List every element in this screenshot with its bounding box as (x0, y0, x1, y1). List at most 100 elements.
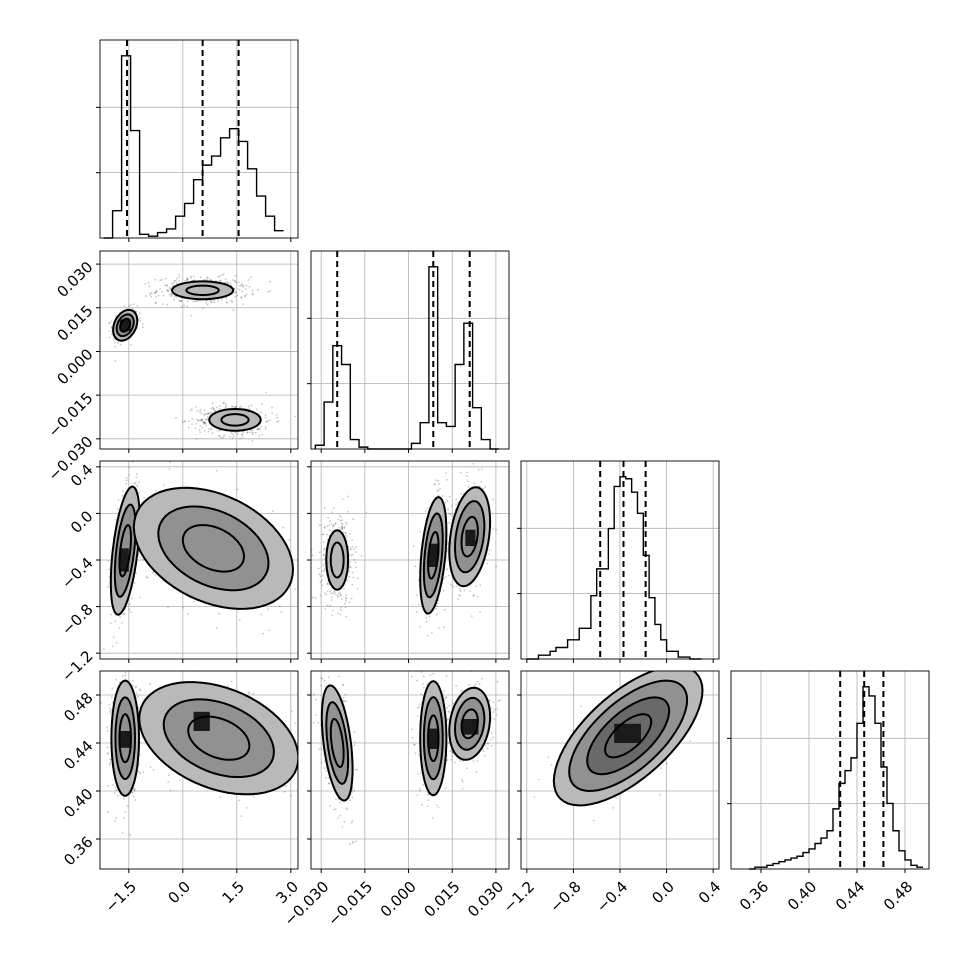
sample-point (138, 317, 141, 320)
sample-point (488, 553, 490, 555)
sample-point (195, 406, 198, 408)
sample-point (178, 280, 181, 283)
density-fill (326, 530, 349, 590)
sample-point (136, 473, 138, 476)
sample-point (267, 420, 269, 422)
sample-point (294, 722, 297, 724)
sample-point (170, 295, 173, 298)
sample-point (210, 427, 213, 430)
sample-point (132, 303, 135, 306)
sample-point (341, 527, 344, 530)
sample-point (459, 588, 462, 590)
sample-point (115, 678, 117, 681)
sample-point (109, 712, 112, 714)
sample-point (251, 433, 254, 436)
sample-point (459, 471, 462, 474)
sample-point (193, 600, 195, 603)
sample-point (215, 627, 218, 630)
sample-point (163, 484, 166, 486)
sample-point (199, 431, 202, 434)
sample-point (139, 771, 141, 774)
density-peak (119, 731, 131, 748)
sample-point (439, 488, 441, 490)
sample-point (266, 420, 268, 422)
sample-point (241, 433, 244, 436)
sample-point (112, 337, 115, 340)
sample-point (345, 599, 347, 602)
contour-line (132, 486, 295, 610)
sample-point (156, 290, 158, 292)
sample-point (455, 503, 457, 506)
sample-point (198, 419, 200, 421)
sample-point (116, 794, 119, 797)
sample-point (354, 551, 357, 553)
sample-point (241, 433, 243, 436)
sample-point (205, 424, 208, 427)
sample-point (234, 291, 237, 294)
sample-point (351, 545, 354, 548)
sample-point (203, 421, 206, 424)
sample-point (114, 314, 117, 317)
sample-point (171, 282, 173, 285)
sample-point (205, 302, 208, 304)
sample-point (261, 403, 263, 405)
sample-point (492, 527, 495, 530)
sample-point (427, 634, 429, 637)
sample-point (449, 513, 452, 516)
density-fill (158, 506, 269, 591)
sample-point (340, 516, 343, 518)
sample-point (442, 589, 445, 592)
sample-point (332, 524, 335, 527)
sample-point (495, 528, 498, 531)
sample-point (190, 275, 192, 278)
contour-line (119, 317, 132, 333)
sample-point (480, 468, 483, 471)
sample-point (316, 665, 318, 667)
sample-point (342, 531, 345, 534)
sample-point (110, 709, 113, 712)
panel-frame (99, 250, 299, 450)
sample-point (172, 281, 175, 284)
sample-point (234, 280, 237, 283)
sample-point (447, 508, 449, 511)
sample-point (472, 594, 475, 596)
sample-point (321, 533, 324, 536)
sample-point (141, 326, 144, 329)
sample-point (452, 585, 455, 588)
sample-point (116, 508, 119, 510)
sample-point (153, 292, 156, 295)
sample-point (322, 541, 325, 543)
sample-point (108, 330, 111, 332)
sample-point (234, 431, 237, 434)
sample-point (132, 679, 134, 682)
sample-point (245, 293, 248, 296)
sample-point (477, 469, 480, 471)
sample-point (351, 571, 354, 574)
sample-point (252, 293, 255, 296)
sample-point (185, 279, 188, 281)
sample-point (234, 406, 236, 408)
sample-point (438, 483, 440, 486)
sample-point (139, 754, 141, 756)
sample-point (186, 305, 189, 308)
pair-panel-p1-p2 (307, 460, 510, 663)
sample-point (239, 284, 242, 287)
sample-point (329, 520, 331, 522)
sample-point (322, 569, 324, 572)
sample-point (216, 429, 219, 432)
sample-point (142, 771, 145, 773)
sample-point (154, 489, 157, 492)
sample-point (125, 482, 128, 485)
sample-point (107, 811, 109, 814)
sample-point (482, 487, 484, 490)
sample-point (129, 303, 132, 306)
sample-point (211, 402, 214, 405)
sample-point (322, 553, 325, 556)
sample-point (345, 596, 348, 599)
sample-point (347, 546, 350, 548)
sample-point (466, 471, 469, 474)
sample-point (150, 292, 153, 294)
sample-point (345, 594, 347, 597)
sample-point (242, 431, 245, 433)
sample-point (119, 615, 121, 618)
